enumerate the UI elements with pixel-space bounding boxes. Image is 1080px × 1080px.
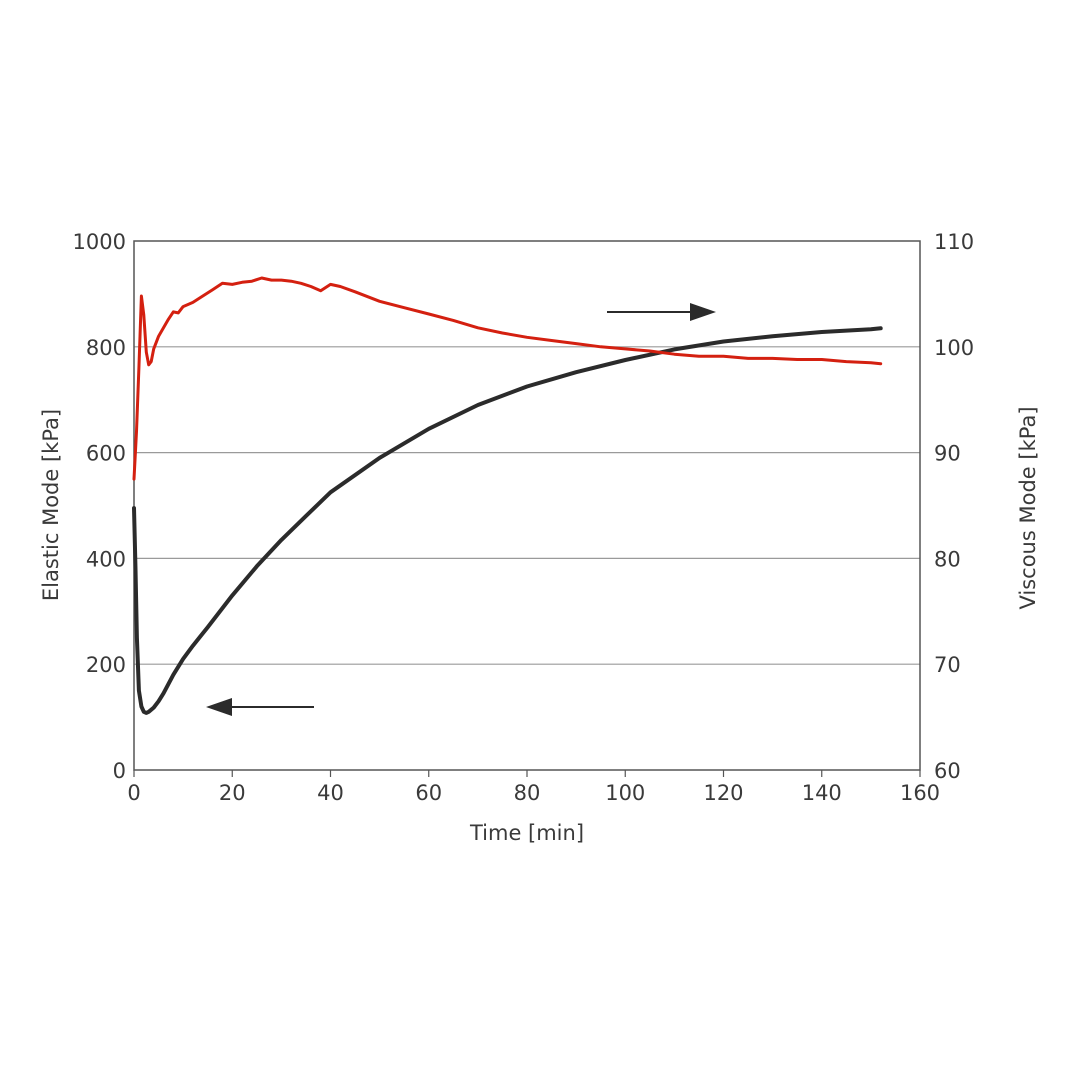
right-arrow-head	[690, 303, 716, 321]
left-axis-ticks: 0 200 400 600 800 1000	[73, 230, 126, 783]
x-tick-label: 20	[219, 781, 246, 805]
right-axis-label: Viscous Mode [kPa]	[1016, 406, 1040, 609]
x-axis-ticks: 0 20 40 60 80 100 120 140 160	[127, 770, 940, 805]
left-tick-label: 600	[86, 442, 126, 466]
x-tick-label: 0	[127, 781, 140, 805]
left-tick-label: 400	[86, 547, 126, 571]
right-tick-label: 100	[934, 336, 974, 360]
left-tick-label: 200	[86, 653, 126, 677]
x-tick-label: 160	[900, 781, 940, 805]
right-tick-label: 90	[934, 442, 961, 466]
x-tick-label: 100	[605, 781, 645, 805]
x-tick-label: 60	[415, 781, 442, 805]
right-tick-label: 110	[934, 230, 974, 254]
right-tick-label: 70	[934, 653, 961, 677]
right-tick-label: 60	[934, 759, 961, 783]
left-axis-label: Elastic Mode [kPa]	[39, 409, 63, 601]
x-tick-label: 140	[802, 781, 842, 805]
x-tick-label: 80	[514, 781, 541, 805]
elastic-mode-line	[132, 326, 883, 715]
right-tick-label: 80	[934, 547, 961, 571]
series-group	[132, 276, 883, 715]
left-tick-label: 800	[86, 336, 126, 360]
x-tick-label: 40	[317, 781, 344, 805]
left-arrow-head	[206, 698, 232, 716]
viscous-mode-line	[132, 276, 883, 481]
x-tick-label: 120	[703, 781, 743, 805]
gridlines	[134, 346, 920, 665]
x-axis-label: Time [min]	[469, 821, 584, 845]
right-axis-ticks: 60 70 80 90 100 110	[934, 230, 974, 783]
left-tick-label: 1000	[73, 230, 126, 254]
plot-frame	[133, 240, 921, 771]
left-tick-label: 0	[113, 759, 126, 783]
axis-arrows	[206, 303, 716, 716]
